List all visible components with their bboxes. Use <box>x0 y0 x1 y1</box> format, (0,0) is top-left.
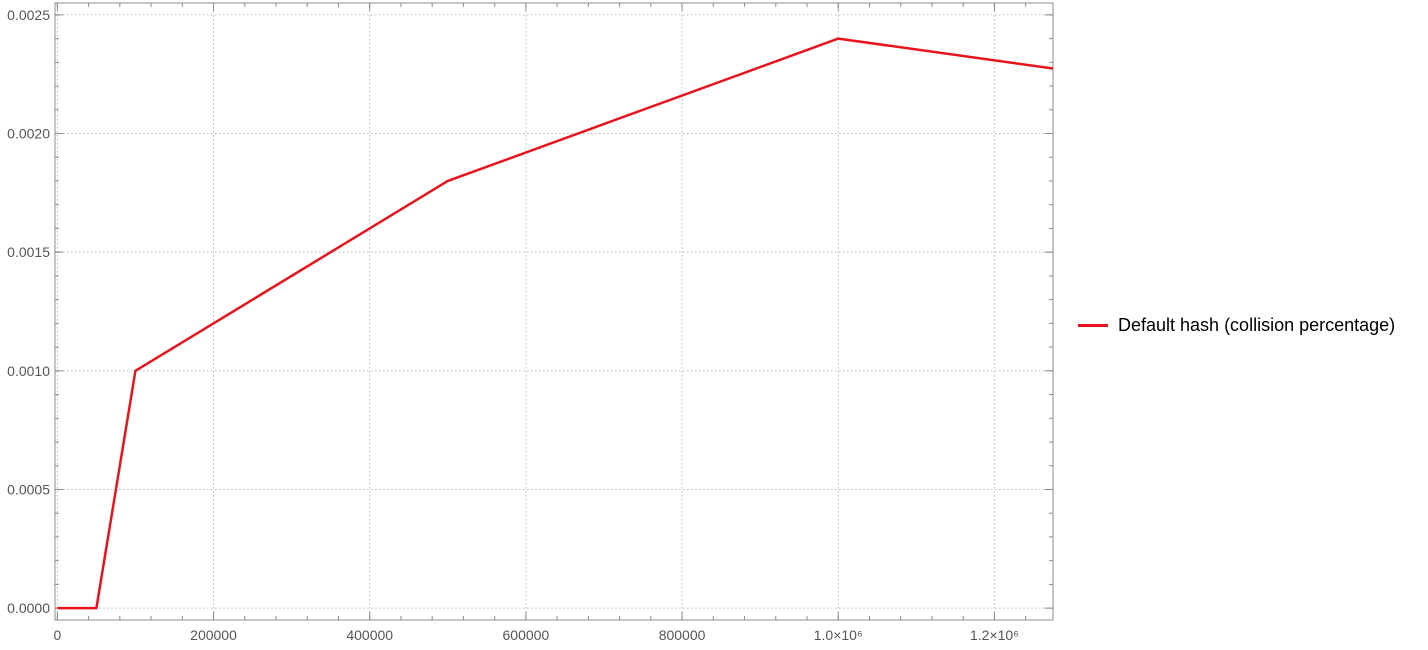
legend: Default hash (collision percentage) <box>1078 312 1395 338</box>
major-ticks <box>55 3 1053 620</box>
x-axis-tick-labels: 0 200000 400000 600000 800000 1.0×10⁶ 1.2×10⁶ <box>53 627 1018 643</box>
x-tick-label: 800000 <box>659 627 706 643</box>
y-tick-label: 0.0000 <box>7 600 50 616</box>
grid <box>55 3 1053 620</box>
x-tick-label: 0 <box>53 627 61 643</box>
y-tick-label: 0.0015 <box>7 244 50 260</box>
y-tick-label: 0.0020 <box>7 126 50 142</box>
series-line-0 <box>57 37 1053 610</box>
series <box>57 37 1053 610</box>
x-tick-label: 1.2×10⁶ <box>970 627 1019 643</box>
minor-ticks <box>55 3 1053 620</box>
x-tick-label: 600000 <box>503 627 550 643</box>
y-tick-label: 0.0010 <box>7 363 50 379</box>
legend-swatch <box>1078 323 1108 327</box>
plot-frame <box>54 2 1054 621</box>
plot-frame-rect <box>54 2 1054 621</box>
y-tick-label: 0.0025 <box>7 7 50 23</box>
x-tick-label: 200000 <box>190 627 237 643</box>
legend-label: Default hash (collision percentage) <box>1118 314 1396 335</box>
x-tick-label: 400000 <box>346 627 393 643</box>
y-tick-label: 0.0005 <box>7 481 50 497</box>
x-tick-label: 1.0×10⁶ <box>814 627 863 643</box>
y-axis-tick-labels: 0.0000 0.0005 0.0010 0.0015 0.0020 0.0025 <box>7 7 50 616</box>
